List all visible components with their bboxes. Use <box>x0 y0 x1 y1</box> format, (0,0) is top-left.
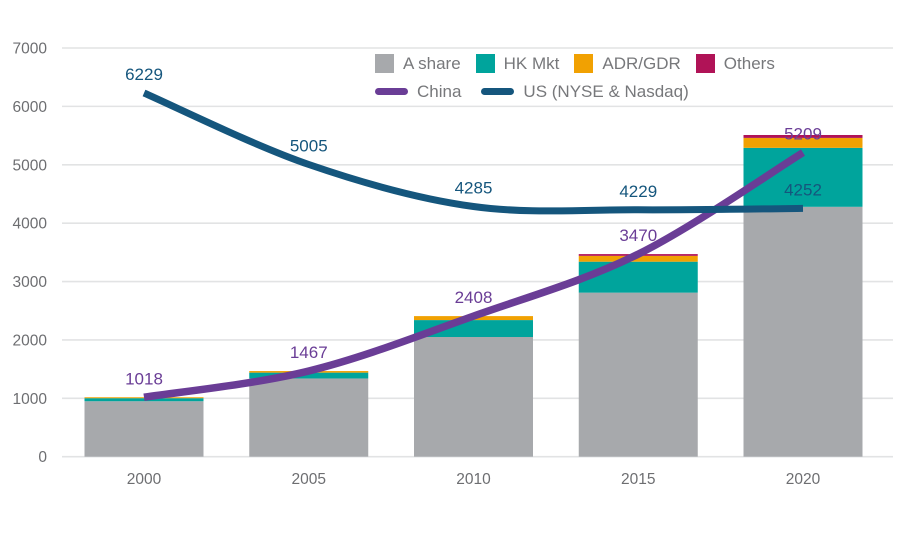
y-axis-tick-label: 3000 <box>13 274 48 291</box>
hk-mkt-swatch-icon <box>475 54 495 73</box>
y-axis-tick-label: 0 <box>38 449 47 466</box>
data-label-us-nyse-nasdaq-: 5005 <box>290 136 328 155</box>
bar-segment-adr-gdr-2015 <box>578 255 698 262</box>
bar-segment-hk-mkt-2015 <box>578 261 698 293</box>
us-line-swatch-icon <box>481 88 515 95</box>
data-label-china: 3470 <box>619 226 657 245</box>
adr-gdr-swatch-icon <box>574 54 594 73</box>
bar-segment-adr-gdr-2020 <box>743 137 863 148</box>
data-label-us-nyse-nasdaq-: 4229 <box>619 182 657 201</box>
legend-item-a-share: A share <box>375 52 461 75</box>
data-label-china: 2408 <box>455 288 493 307</box>
china-line-swatch-icon <box>375 88 408 95</box>
data-label-china: 1018 <box>125 369 163 388</box>
line-us-nyse-nasdaq- <box>142 89 804 215</box>
legend-label-adr-gdr: ADR/GDR <box>602 54 681 73</box>
data-label-us-nyse-nasdaq-: 4285 <box>455 179 493 198</box>
legend-item-others: Others <box>695 52 775 75</box>
legend-label-others: Others <box>723 54 775 73</box>
y-axis-tick-label: 5000 <box>13 157 48 174</box>
bar-segment-a-share-2010 <box>414 337 533 457</box>
x-axis-tick-label: 2005 <box>292 471 326 488</box>
bar-segment-a-share-2005 <box>249 378 369 457</box>
y-axis-tick-label: 1000 <box>13 391 48 408</box>
bar-segment-hk-mkt-2005 <box>249 372 369 379</box>
line-china <box>143 149 805 401</box>
data-label-us-nyse-nasdaq-: 6229 <box>125 65 163 84</box>
y-axis-tick-label: 7000 <box>13 41 48 58</box>
data-label-us-nyse-nasdaq-: 4252 <box>784 180 822 199</box>
legend-row-lines: China US (NYSE & Nasdaq) <box>375 80 775 103</box>
y-axis-tick-label: 4000 <box>13 216 48 233</box>
chart-legend: A share HK Mkt ADR/GDR Others China <box>375 52 775 103</box>
bar-segment-others-2020 <box>743 134 863 138</box>
x-axis-tick-label: 2015 <box>621 471 655 488</box>
legend-item-hk-mkt: HK Mkt <box>475 52 560 75</box>
x-axis-tick-label: 2000 <box>127 471 162 488</box>
bar-segment-a-share-2015 <box>578 292 698 457</box>
legend-item-adr-gdr: ADR/GDR <box>574 52 681 75</box>
y-axis-tick-label: 6000 <box>13 99 48 116</box>
bar-segment-a-share-2000 <box>84 401 204 457</box>
data-label-china: 1467 <box>290 343 328 362</box>
bar-segment-a-share-2020 <box>743 206 863 457</box>
y-axis-tick-label: 2000 <box>13 332 48 349</box>
x-axis-tick-label: 2020 <box>786 471 821 488</box>
bar-segment-adr-gdr-2000 <box>84 397 204 399</box>
data-label-china: 5209 <box>784 125 822 144</box>
legend-label-hk-mkt: HK Mkt <box>503 54 560 73</box>
x-axis-tick-label: 2010 <box>456 471 491 488</box>
legend-label-a-share: A share <box>403 54 461 73</box>
legend-label-china: China <box>417 82 462 101</box>
legend-row-bars: A share HK Mkt ADR/GDR Others <box>375 52 775 75</box>
a-share-swatch-icon <box>375 54 394 73</box>
legend-item-us: US (NYSE & Nasdaq) <box>481 80 689 103</box>
bar-segment-hk-mkt-2000 <box>84 398 204 402</box>
legend-label-us: US (NYSE & Nasdaq) <box>523 82 689 101</box>
legend-item-china: China <box>375 80 461 103</box>
others-swatch-icon <box>695 54 715 73</box>
